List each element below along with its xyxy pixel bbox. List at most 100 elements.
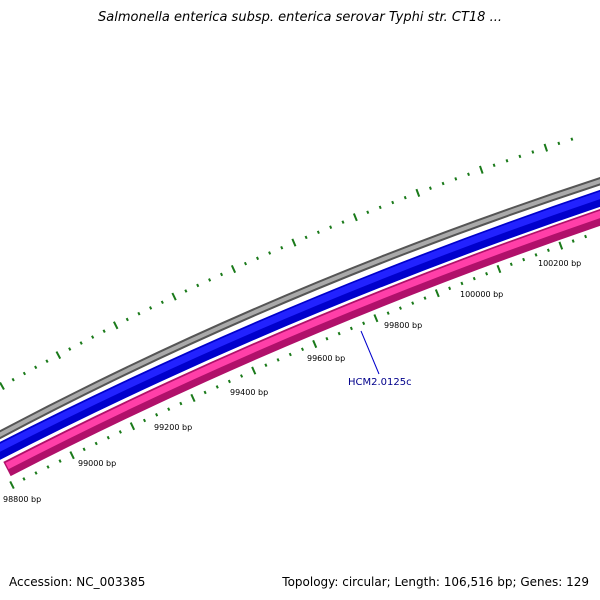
ruler-label: 99600 bp	[307, 354, 345, 363]
tick-mark	[58, 459, 62, 463]
tick-mark	[558, 241, 564, 250]
tick-mark	[460, 281, 464, 286]
tick-mark	[179, 401, 183, 406]
tick-mark	[268, 251, 272, 255]
sequence-title: Salmonella enterica subsp. enterica sero…	[98, 10, 502, 25]
tick-mark	[149, 306, 153, 310]
tick-mark	[557, 141, 561, 146]
tick-mark	[403, 195, 407, 200]
tick-mark	[55, 351, 62, 360]
backbone-outer-strand-highlight	[0, 179, 600, 437]
tick-mark	[0, 382, 5, 390]
accession-text: Accession: NC_003385	[9, 575, 146, 589]
gene-label-leader	[360, 330, 380, 375]
ruler-labels: 98800 bp 99000 bp 99200 bp 99400 bp 9960…	[3, 259, 581, 504]
tick-mark	[329, 225, 333, 229]
tick-mark	[102, 329, 106, 333]
tick-mark	[373, 314, 379, 323]
tick-mark	[423, 296, 427, 300]
tick-mark	[386, 311, 390, 315]
tick-mark	[509, 262, 513, 267]
tick-mark	[472, 276, 476, 281]
tick-mark	[441, 181, 445, 186]
tick-mark	[349, 326, 353, 331]
tick-mark	[68, 347, 72, 351]
ruler-label: 99400 bp	[230, 388, 268, 397]
tick-mark	[264, 363, 268, 367]
tick-mark	[534, 253, 538, 257]
tick-mark	[341, 220, 345, 224]
reverse-gene-feature[interactable]	[3, 208, 600, 477]
tick-mark	[467, 172, 470, 177]
tick-mark	[276, 358, 280, 362]
tick-mark	[362, 321, 366, 326]
tick-mark	[184, 289, 188, 293]
tick-mark	[11, 377, 15, 382]
tick-mark	[366, 210, 370, 214]
tick-mark	[411, 301, 415, 305]
tick-mark	[398, 306, 402, 310]
tick-mark	[9, 480, 15, 490]
tick-mark	[219, 272, 224, 277]
tick-mark	[91, 335, 95, 339]
tick-mark	[118, 430, 122, 434]
tick-mark	[243, 261, 248, 266]
tick-mark	[546, 248, 550, 253]
tick-mark	[45, 359, 49, 363]
tick-mark	[570, 137, 574, 141]
tick-mark	[155, 413, 159, 417]
tick-mark	[125, 317, 129, 322]
reverse-gene-feature-highlight	[5, 210, 600, 470]
tick-mark	[300, 347, 305, 352]
tick-mark	[251, 366, 257, 375]
tick-mark	[291, 238, 297, 247]
tick-mark	[82, 447, 86, 452]
tick-mark	[543, 143, 549, 152]
tick-mark	[522, 257, 526, 262]
tick-mark	[485, 272, 489, 276]
tick-mark	[113, 321, 119, 330]
ruler-label: 98800 bp	[3, 495, 41, 504]
tick-mark	[316, 230, 320, 235]
tick-mark	[531, 150, 535, 154]
ruler-label: 99800 bp	[384, 321, 422, 330]
tick-mark	[352, 213, 358, 222]
ruler-label: 100000 bp	[460, 290, 503, 299]
tick-mark	[34, 471, 38, 475]
tick-mark	[129, 422, 136, 431]
tick-mark	[434, 289, 440, 298]
ruler-label: 99000 bp	[78, 459, 116, 468]
tick-mark	[415, 188, 421, 198]
tick-mark	[190, 393, 196, 403]
tick-mark	[571, 239, 575, 243]
tick-mark	[22, 371, 27, 376]
tick-mark	[378, 205, 382, 210]
tick-mark	[240, 374, 244, 378]
tick-mark	[203, 390, 207, 395]
position-ticks	[0, 137, 588, 490]
tick-mark	[46, 465, 50, 469]
tick-mark	[215, 385, 219, 389]
tick-mark	[142, 418, 147, 423]
gene-label[interactable]: HCM2.0125c	[348, 377, 412, 388]
tick-mark	[34, 365, 38, 370]
forward-gene-feature-highlight	[0, 191, 600, 452]
tick-mark	[454, 177, 458, 181]
tick-mark	[288, 352, 292, 357]
tick-mark	[479, 165, 484, 174]
tick-mark	[337, 331, 341, 336]
sequence-summary: Topology: circular; Length: 106,516 bp; …	[282, 575, 589, 589]
tick-mark	[325, 337, 329, 341]
tick-mark	[280, 245, 284, 250]
tick-mark	[160, 300, 164, 305]
tick-mark	[167, 407, 171, 411]
tick-mark	[137, 311, 141, 316]
tick-mark	[256, 256, 260, 261]
tick-mark	[448, 286, 452, 291]
ruler-label: 99200 bp	[154, 423, 192, 432]
tick-mark	[584, 234, 588, 239]
tick-mark	[312, 339, 318, 349]
tick-mark	[518, 154, 522, 159]
tick-mark	[196, 283, 200, 288]
